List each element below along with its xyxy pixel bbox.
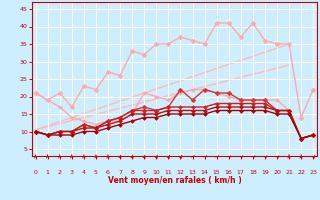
X-axis label: Vent moyen/en rafales ( km/h ): Vent moyen/en rafales ( km/h ) (108, 176, 241, 185)
